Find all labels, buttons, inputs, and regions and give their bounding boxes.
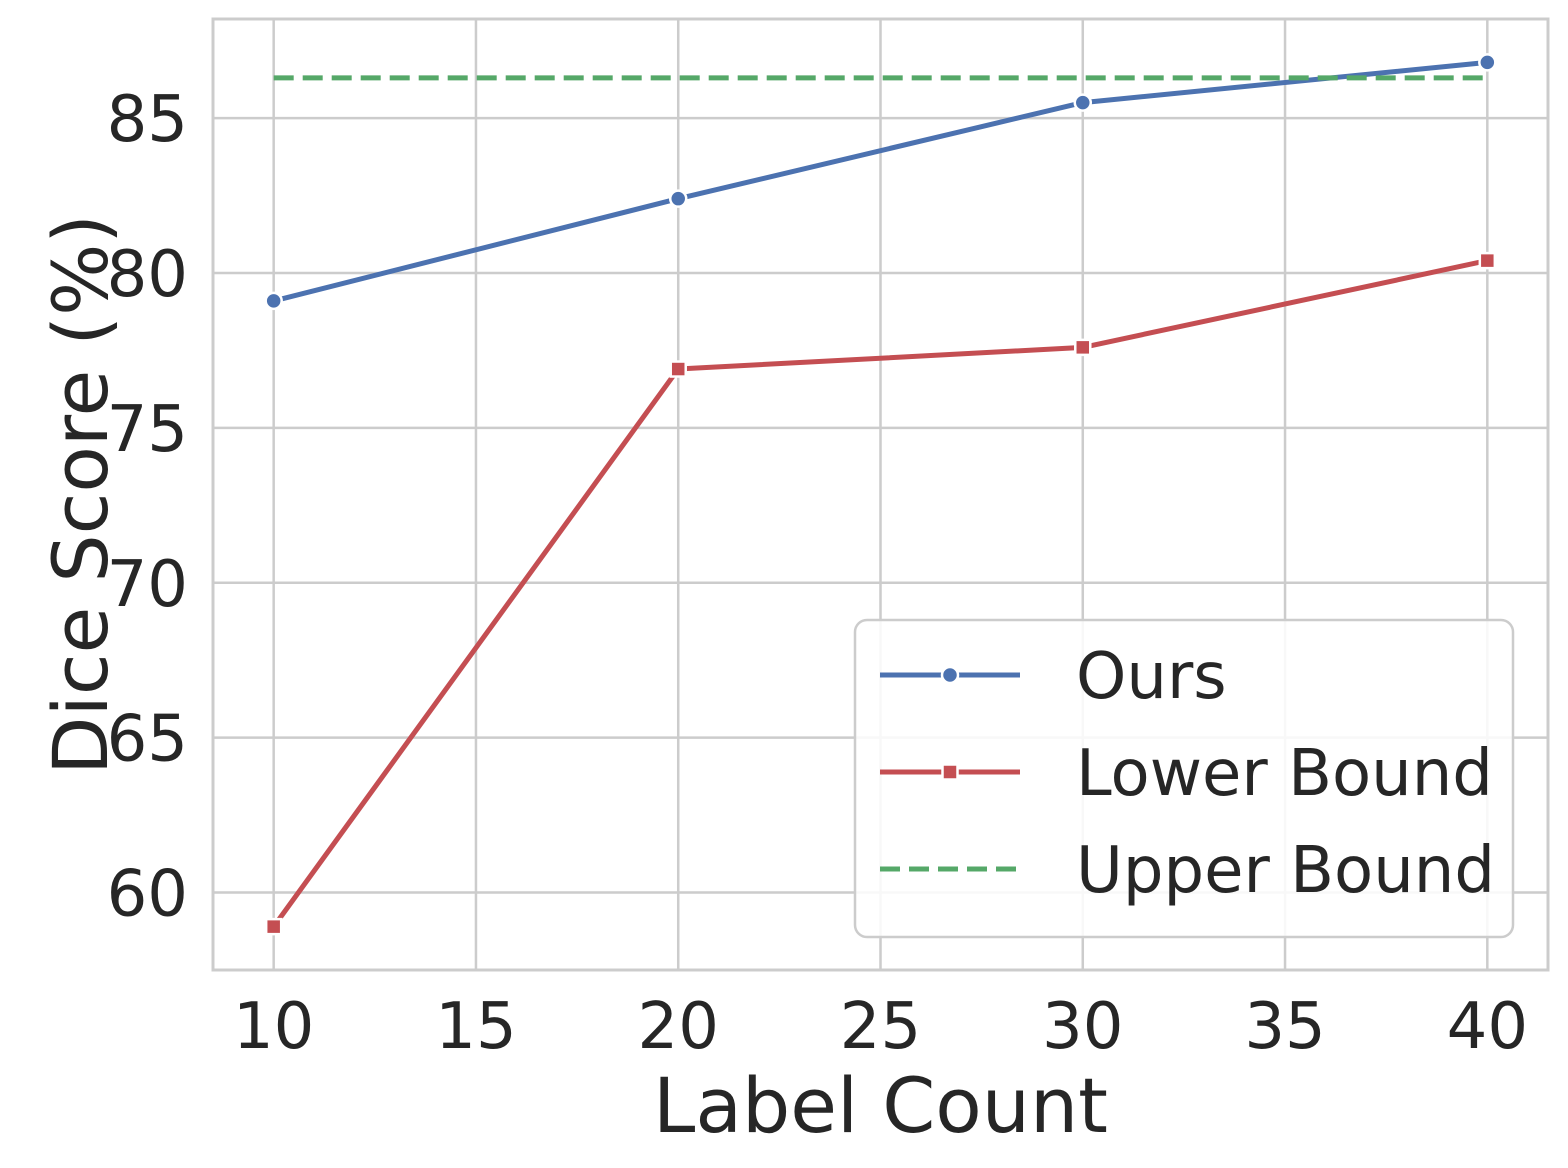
y-axis-label: Dice Score (%): [36, 214, 125, 775]
legend-marker-lower-bound: [941, 763, 959, 781]
data-point-lower-bound: [669, 360, 687, 378]
x-tick-label: 10: [233, 990, 314, 1064]
series-layer: [264, 53, 1497, 936]
data-point-ours: [1478, 53, 1497, 72]
legend-label-upper-bound: Upper Bound: [1076, 834, 1495, 908]
y-tick-label: 60: [107, 858, 188, 932]
y-tick-labels: 60 65 70 75 80 85: [107, 83, 188, 931]
x-tick-label: 15: [435, 990, 516, 1064]
data-point-ours: [668, 189, 688, 208]
y-tick-label: 85: [107, 83, 188, 157]
x-tick-labels: 10 15 20 25 30 35 40: [233, 990, 1528, 1064]
y-tick-label: 80: [107, 238, 188, 312]
series-lower-bound: [264, 251, 1497, 936]
x-tick-label: 20: [638, 990, 719, 1064]
legend-label-ours: Ours: [1076, 640, 1227, 714]
legend-box: [853, 618, 1515, 939]
plot-frame: [211, 17, 1550, 972]
x-tick-label: 40: [1447, 990, 1528, 1064]
x-tick-label: 25: [840, 990, 921, 1064]
y-tick-label: 75: [107, 393, 188, 467]
legend: Ours Lower Bound Upper Bound: [853, 618, 1515, 939]
legend-marker-ours: [940, 665, 960, 685]
legend-label-lower-bound: Lower Bound: [1076, 737, 1493, 811]
series-line-ours: [271, 59, 1490, 304]
data-point-lower-bound: [264, 917, 283, 936]
x-tick-label: 30: [1042, 990, 1123, 1064]
series-ours: [264, 53, 1497, 311]
series-line-lower-bound: [271, 258, 1490, 930]
data-point-lower-bound: [1074, 338, 1092, 357]
x-tick-label: 35: [1244, 990, 1325, 1064]
data-point-lower-bound: [1478, 251, 1497, 270]
y-tick-label: 65: [107, 703, 188, 777]
y-tick-label: 70: [107, 548, 188, 622]
x-axis-label: Label Count: [653, 1061, 1108, 1150]
data-point-ours: [1073, 93, 1093, 112]
data-point-ours: [264, 291, 283, 311]
